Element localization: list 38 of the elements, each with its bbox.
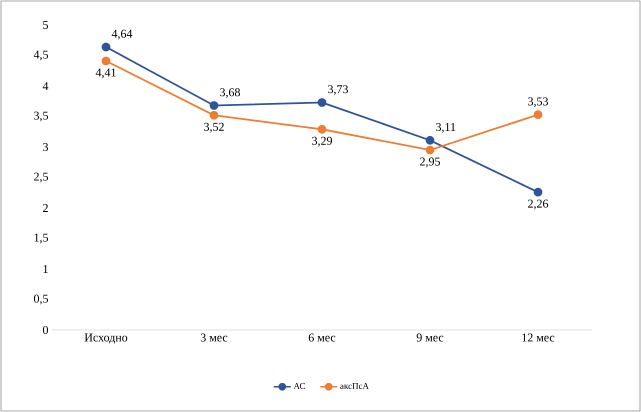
- x-tick-label: 3 мес: [200, 334, 228, 342]
- y-tick-label: 1: [44, 265, 48, 273]
- data-label: 3,29: [312, 136, 332, 147]
- y-tick-label: 2: [43, 204, 48, 212]
- y-tick-label: 4: [42, 82, 48, 90]
- x-tick-label: 12 мес: [522, 334, 554, 342]
- data-label: 2,26: [528, 200, 548, 210]
- point: [210, 101, 218, 110]
- data-label: 3,11: [436, 123, 456, 133]
- point: [426, 146, 434, 154]
- x-tick-label: Исходно: [84, 334, 128, 344]
- y-tick-label: 2,5: [34, 172, 48, 182]
- x-tick-label: 9 мес: [416, 334, 444, 342]
- y-tick-label: 0: [42, 326, 48, 334]
- point: [534, 110, 542, 120]
- data-label: 3,53: [528, 97, 548, 108]
- data-label: 3,68: [220, 88, 240, 98]
- legend-label: аксПсА: [340, 382, 369, 390]
- y-tick-label: 3: [43, 142, 48, 152]
- legend-label: АС: [294, 382, 306, 390]
- point: [102, 56, 110, 66]
- point: [426, 136, 434, 145]
- data-label: 4,64: [112, 30, 132, 40]
- y-tick-label: 0,5: [34, 294, 48, 304]
- data-label: 2,95: [420, 158, 440, 168]
- point: [318, 124, 326, 134]
- point: [318, 98, 326, 107]
- data-label: 4,41: [96, 68, 116, 78]
- y-tick-label: 4,5: [34, 50, 48, 60]
- data-label: 3,52: [204, 122, 224, 133]
- data-label: 3,73: [328, 85, 348, 95]
- y-tick-label: 3,5: [34, 112, 48, 122]
- x-tick-label: 6 мес: [308, 334, 336, 342]
- y-tick-label: 1,5: [34, 234, 48, 244]
- point: [210, 110, 218, 120]
- point: [102, 42, 110, 52]
- point: [534, 188, 542, 197]
- y-tick-label: 5: [43, 21, 48, 29]
